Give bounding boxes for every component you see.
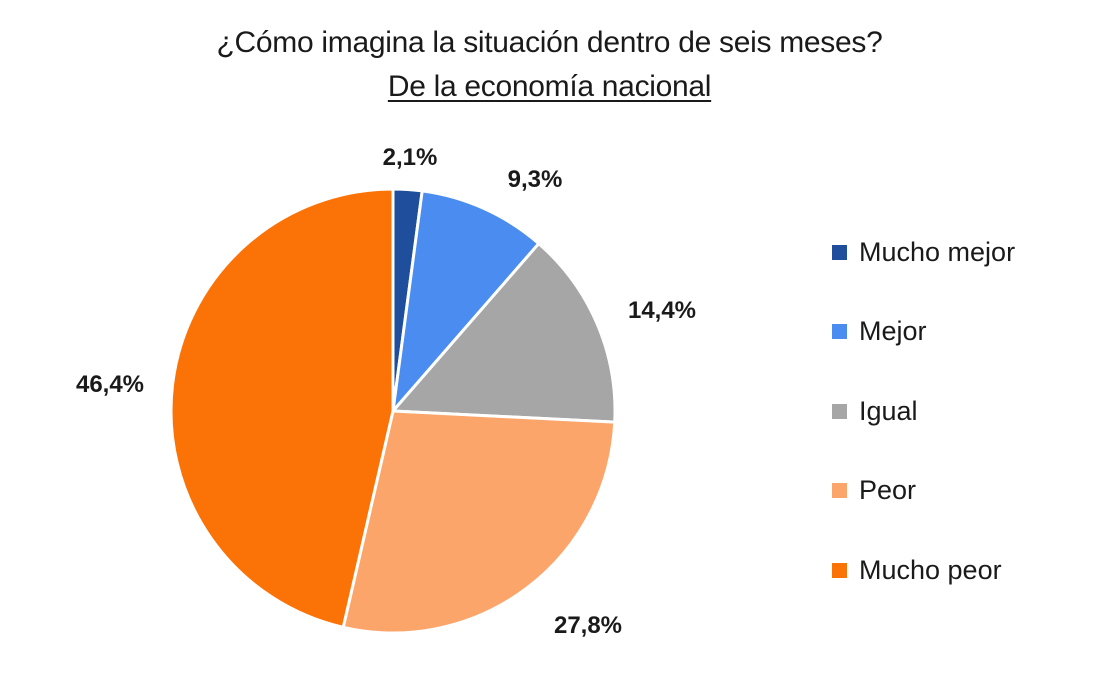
legend-swatch [832, 562, 847, 578]
data-label-mejor: 9,3% [508, 166, 563, 193]
legend-swatch [832, 403, 847, 419]
legend-swatch [832, 244, 847, 260]
legend-item-igual: Igual [832, 391, 1015, 431]
pie-slice-mucho-peor [169, 187, 395, 629]
legend-item-peor: Peor [832, 471, 1015, 511]
data-label-peor: 27,8% [554, 612, 622, 639]
legend-swatch [832, 483, 847, 498]
data-label-mucho-peor: 46,4% [76, 371, 144, 398]
legend-item-mejor: Mejor [832, 312, 1015, 352]
pie-slice-mejor [391, 189, 541, 413]
legend-swatch [832, 324, 847, 339]
legend-label: Mejor [859, 316, 927, 346]
pie-slice-igual [391, 242, 617, 424]
chart-subtitle: De la economía nacional [387, 70, 712, 103]
legend-label: Igual [859, 395, 918, 426]
chart-legend: Mucho mejor Mejor Igual Peor Mucho peor [832, 232, 1015, 630]
legend-item-mucho-mejor: Mucho mejor [832, 232, 1015, 272]
legend-item-mucho-peor: Mucho peor [832, 550, 1015, 590]
legend-label: Mucho mejor [859, 236, 1016, 267]
legend-label: Mucho peor [859, 554, 1002, 585]
chart-title: ¿Cómo imagina la situación dentro de sei… [216, 26, 883, 59]
legend-label: Peor [859, 475, 917, 505]
data-label-mucho-mejor: 2,1% [383, 144, 438, 171]
pie-slice-peor [341, 409, 617, 635]
data-label-igual: 14,4% [628, 297, 696, 324]
